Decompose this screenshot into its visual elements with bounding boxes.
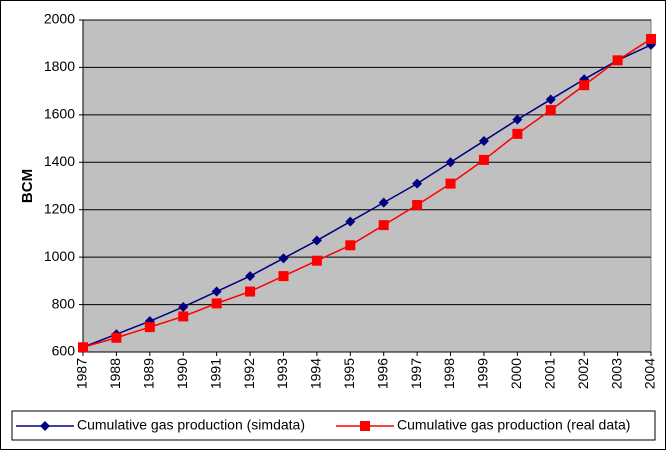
legend-marker <box>360 421 370 431</box>
data-point <box>445 157 456 168</box>
data-point <box>144 322 155 333</box>
x-tick-label: 2000 <box>508 358 524 389</box>
x-tick-label: 2003 <box>608 358 624 389</box>
data-point <box>278 271 289 282</box>
x-tick-label: 2004 <box>642 358 658 389</box>
data-point <box>278 253 289 264</box>
data-point <box>178 301 189 312</box>
data-point <box>78 342 88 353</box>
legend-marker <box>40 421 50 431</box>
x-tick-label: 2001 <box>541 358 557 389</box>
data-point <box>646 33 656 44</box>
data-point <box>245 271 256 282</box>
x-tick-label: 1990 <box>174 358 190 389</box>
y-tick-label: 800 <box>52 295 76 311</box>
series-line <box>82 44 652 348</box>
x-tick-label: 1995 <box>341 358 357 389</box>
y-tick-label: 1200 <box>44 200 75 216</box>
data-point <box>579 80 590 91</box>
data-point <box>478 154 489 165</box>
data-point <box>211 286 222 297</box>
data-point <box>178 311 189 322</box>
legend-label: Cumulative gas production (simdata) <box>77 417 305 433</box>
data-point <box>512 114 523 125</box>
x-tick-label: 1994 <box>308 358 324 389</box>
x-tick-label: 1989 <box>141 358 157 389</box>
data-point <box>245 286 256 297</box>
y-axis-label: BCM <box>19 169 36 203</box>
data-point <box>345 216 356 227</box>
x-tick-label: 1991 <box>207 358 223 389</box>
plot-area <box>82 19 652 353</box>
data-point <box>545 94 556 105</box>
y-tick-label: 2000 <box>44 11 75 27</box>
data-point <box>378 220 389 231</box>
x-tick-label: 1993 <box>274 358 290 389</box>
data-point <box>545 105 556 116</box>
y-tick-label: 1600 <box>44 106 75 122</box>
x-tick-label: 2002 <box>575 358 591 389</box>
y-tick-label: 1400 <box>44 153 75 169</box>
data-point <box>412 178 423 189</box>
x-tick-label: 1996 <box>374 358 390 389</box>
x-tick-label: 1987 <box>74 358 90 389</box>
series-line <box>82 38 652 348</box>
x-tick-label: 1988 <box>107 358 123 389</box>
x-tick-label: 1999 <box>475 358 491 389</box>
x-tick-label: 1998 <box>441 358 457 389</box>
legend-box <box>11 410 656 441</box>
data-point <box>345 240 356 251</box>
data-point <box>211 298 222 309</box>
y-tick-label: 600 <box>52 343 76 359</box>
y-tick-label: 1000 <box>44 248 75 264</box>
data-point <box>512 128 523 139</box>
data-point <box>412 199 423 210</box>
data-point <box>445 178 456 189</box>
data-point <box>478 135 489 146</box>
legend-label: Cumulative gas production (real data) <box>397 417 630 433</box>
data-point <box>111 332 122 343</box>
data-point <box>378 197 389 208</box>
y-tick-label: 1800 <box>44 58 75 74</box>
data-point <box>612 55 623 66</box>
data-point <box>311 235 322 246</box>
data-point <box>311 255 322 266</box>
x-tick-label: 1997 <box>408 358 424 389</box>
x-tick-label: 1992 <box>241 358 257 389</box>
